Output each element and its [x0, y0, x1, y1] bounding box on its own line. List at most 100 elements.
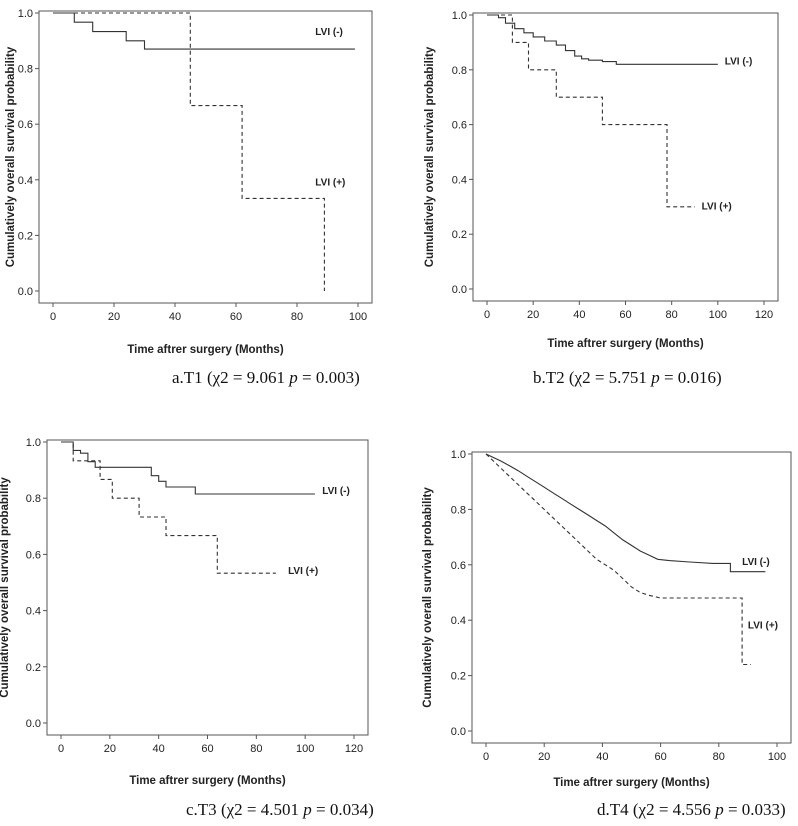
caption-label: b.T2	[533, 368, 569, 387]
x-tick-label: 100	[296, 743, 314, 755]
y-tick-label: 0.2	[26, 662, 41, 674]
caption-p-value: = 0.033)	[723, 800, 786, 819]
caption-label: a.T1	[172, 368, 207, 387]
panel-caption-d: d.T4 (χ2 = 4.556 p = 0.033)	[597, 800, 786, 820]
x-axis-title: Time aftrer surgery (Months)	[553, 777, 710, 789]
survival-curve-lvi-positive	[53, 12, 325, 291]
x-axis-title: Time aftrer surgery (Months)	[547, 338, 704, 350]
chart-panel-d: 0.0 0.2 0.4 0.6 0.8 1.0 0 20 40 60 80 100 Time aftre…	[422, 449, 792, 789]
caption-p-value: = 0.003)	[297, 368, 360, 387]
caption-chi-square: (χ2 = 4.556	[632, 800, 716, 819]
chart-panel-c: 0.0 0.2 0.4 0.6 0.8 1.0 0 20 40 60 80 100 120 Time af…	[0, 437, 369, 787]
y-tick-label: 0.4	[452, 174, 467, 186]
x-tick-label: 80	[666, 309, 678, 321]
x-axis-title: Time aftrer surgery (Months)	[127, 344, 284, 356]
x-tick-label: 60	[619, 309, 631, 321]
y-tick-label: 1.0	[451, 449, 466, 461]
series-label: LVI (-)	[322, 486, 350, 497]
series-label: LVI (+)	[702, 202, 732, 213]
chart-panel-a: 0.0 0.2 0.4 0.6 0.8 1.0 0 20 40 60 80 100 Time aftre…	[5, 8, 373, 356]
x-tick-label: 100	[349, 311, 367, 323]
x-tick-label: 20	[527, 309, 539, 321]
caption-p-symbol: p	[289, 368, 298, 387]
plot-frame	[38, 10, 373, 304]
x-tick-label: 80	[250, 743, 262, 755]
panel-caption-c: c.T3 (χ2 = 4.501 p = 0.034)	[186, 800, 374, 820]
survival-curve-lvi-positive	[61, 441, 276, 574]
x-tick-label: 0	[58, 743, 64, 755]
y-axis-title: Cumulatively overall survival probabilit…	[5, 46, 17, 267]
series-label: LVI (-)	[742, 557, 770, 568]
y-tick-label: 0.2	[452, 229, 467, 241]
survival-curve-lvi-positive	[487, 14, 695, 208]
y-tick-label: 0.0	[451, 726, 466, 738]
y-tick-label: 1.0	[18, 8, 33, 20]
x-tick-label: 80	[713, 751, 725, 763]
x-tick-label: 0	[483, 751, 489, 763]
panel-caption-b: b.T2 (χ2 = 5.751 p = 0.016)	[533, 368, 722, 388]
survival-curve-lvi-negative	[53, 12, 355, 50]
y-axis-title: Cumulatively overall survival probabilit…	[424, 46, 436, 267]
caption-p-symbol: p	[303, 800, 312, 819]
survival-curve-lvi-negative	[485, 453, 766, 573]
y-tick-label: 0.2	[18, 230, 33, 242]
series-label: LVI (+)	[315, 177, 345, 188]
x-tick-label: 60	[230, 311, 242, 323]
caption-chi-square: (χ2 = 5.751	[568, 368, 652, 387]
y-tick-label: 0.6	[452, 120, 467, 132]
x-tick-label: 40	[169, 311, 181, 323]
y-tick-label: 0.8	[451, 504, 466, 516]
x-tick-label: 20	[104, 743, 116, 755]
x-tick-label: 40	[153, 743, 165, 755]
y-tick-label: 0.2	[451, 671, 466, 683]
panel-caption-a: a.T1 (χ2 = 9.061 p = 0.003)	[172, 368, 360, 388]
survival-curve-lvi-positive	[485, 453, 751, 666]
x-tick-label: 60	[654, 751, 666, 763]
y-tick-label: 0.0	[452, 284, 467, 296]
y-tick-label: 0.6	[26, 549, 41, 561]
y-tick-label: 0.4	[451, 615, 466, 627]
y-tick-label: 1.0	[452, 10, 467, 22]
survival-curve-lvi-negative	[61, 441, 315, 495]
y-tick-label: 0.8	[452, 65, 467, 77]
chart-panel-b: 0.0 0.2 0.4 0.6 0.8 1.0 0 20 40 60 80 100 120 Time af…	[424, 10, 779, 350]
plot-frame	[46, 439, 369, 736]
x-tick-label: 0	[50, 311, 56, 323]
x-tick-label: 120	[345, 743, 363, 755]
caption-label: c.T3	[186, 800, 221, 819]
x-tick-label: 40	[573, 309, 585, 321]
plot-frame	[471, 451, 792, 744]
survival-curve-lvi-negative	[487, 14, 718, 65]
y-tick-label: 0.6	[18, 119, 33, 131]
y-tick-label: 1.0	[26, 437, 41, 449]
x-tick-label: 80	[291, 311, 303, 323]
series-label: LVI (-)	[315, 27, 343, 38]
x-axis-title: Time aftrer surgery (Months)	[129, 775, 286, 787]
series-label: LVI (+)	[288, 566, 318, 577]
caption-chi-square: (χ2 = 9.061	[206, 368, 290, 387]
y-axis-title: Cumulatively overall survival probabilit…	[422, 487, 434, 708]
y-tick-label: 0.4	[26, 606, 41, 618]
x-tick-label: 100	[768, 751, 786, 763]
y-tick-label: 0.8	[18, 64, 33, 76]
x-tick-label: 120	[755, 309, 773, 321]
y-axis-title: Cumulatively overall survival probabilit…	[0, 477, 11, 698]
caption-p-value: = 0.016)	[659, 368, 722, 387]
x-tick-label: 60	[201, 743, 213, 755]
x-tick-label: 100	[709, 309, 727, 321]
caption-chi-square: (χ2 = 4.501	[220, 800, 304, 819]
y-tick-label: 0.4	[18, 175, 33, 187]
caption-p-symbol: p	[651, 368, 660, 387]
series-label: LVI (-)	[725, 56, 753, 67]
caption-p-value: = 0.034)	[311, 800, 374, 819]
y-tick-label: 0.0	[26, 718, 41, 730]
x-tick-label: 20	[108, 311, 120, 323]
series-label: LVI (+)	[748, 621, 778, 632]
x-tick-label: 20	[538, 751, 550, 763]
y-tick-label: 0.0	[18, 286, 33, 298]
y-tick-label: 0.8	[26, 493, 41, 505]
y-tick-label: 0.6	[451, 560, 466, 572]
x-tick-label: 0	[484, 309, 490, 321]
caption-p-symbol: p	[715, 800, 724, 819]
